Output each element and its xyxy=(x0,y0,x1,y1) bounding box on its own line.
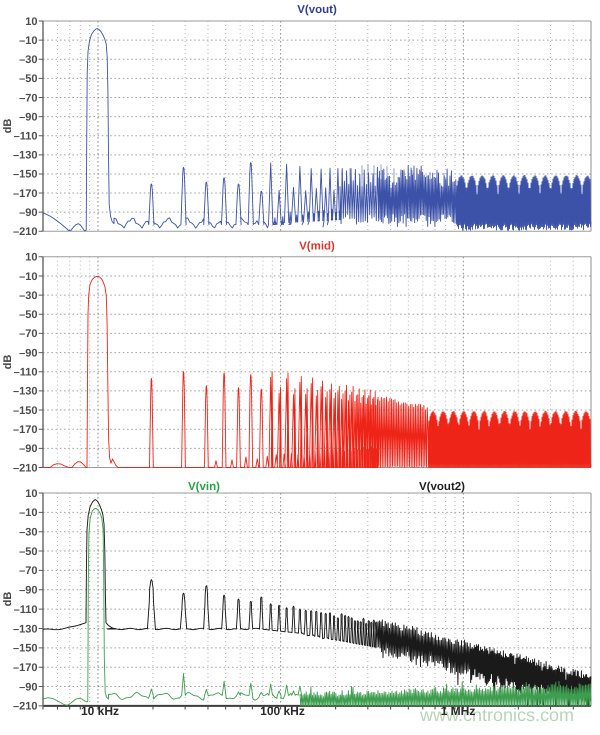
svg-text:–110: –110 xyxy=(14,367,38,379)
svg-text:–50: –50 xyxy=(19,309,37,321)
svg-text:–170: –170 xyxy=(13,188,37,200)
svg-text:10: 10 xyxy=(25,252,37,264)
svg-text:10: 10 xyxy=(25,16,37,28)
svg-text:–70: –70 xyxy=(19,92,37,104)
svg-text:www.cntronics.com: www.cntronics.com xyxy=(419,705,574,725)
svg-text:–30: –30 xyxy=(19,290,37,302)
svg-text:–90: –90 xyxy=(19,111,37,123)
svg-text:–10: –10 xyxy=(19,507,37,519)
svg-text:–30: –30 xyxy=(19,54,37,66)
svg-text:–90: –90 xyxy=(19,443,37,455)
svg-text:dB: dB xyxy=(2,119,14,134)
svg-text:–110: –110 xyxy=(14,131,38,143)
svg-text:100 kHz: 100 kHz xyxy=(260,704,305,718)
svg-text:–150: –150 xyxy=(13,405,37,417)
svg-text:–30: –30 xyxy=(19,527,37,539)
svg-text:–130: –130 xyxy=(13,150,37,162)
svg-text:dB: dB xyxy=(2,592,14,607)
svg-text:–10: –10 xyxy=(19,35,37,47)
svg-text:–150: –150 xyxy=(13,643,37,655)
svg-text:–210: –210 xyxy=(13,226,37,238)
svg-text:–90: –90 xyxy=(19,681,37,693)
svg-text:–90: –90 xyxy=(19,207,37,219)
svg-text:–90: –90 xyxy=(19,347,37,359)
svg-text:–170: –170 xyxy=(13,662,37,674)
svg-text:–110: –110 xyxy=(14,604,38,616)
svg-text:–70: –70 xyxy=(19,565,37,577)
svg-text:–10: –10 xyxy=(19,271,37,283)
svg-text:–90: –90 xyxy=(19,585,37,597)
svg-text:–130: –130 xyxy=(13,623,37,635)
svg-text:–70: –70 xyxy=(19,328,37,340)
svg-text:–150: –150 xyxy=(13,169,37,181)
svg-text:10: 10 xyxy=(25,488,37,500)
svg-text:V(vout2): V(vout2) xyxy=(419,481,465,493)
svg-text:10 kHz: 10 kHz xyxy=(81,704,119,718)
svg-text:–210: –210 xyxy=(13,462,37,474)
svg-text:–50: –50 xyxy=(19,73,37,85)
svg-text:–210: –210 xyxy=(13,701,37,713)
svg-text:–130: –130 xyxy=(13,386,37,398)
svg-text:V(vout): V(vout) xyxy=(297,4,337,16)
svg-text:1 MHz: 1 MHz xyxy=(441,704,476,718)
svg-text:V(mid): V(mid) xyxy=(299,241,335,253)
svg-text:–50: –50 xyxy=(19,546,37,558)
svg-text:dB: dB xyxy=(2,355,14,370)
svg-text:–170: –170 xyxy=(13,424,37,436)
svg-text:V(vin): V(vin) xyxy=(188,481,220,493)
